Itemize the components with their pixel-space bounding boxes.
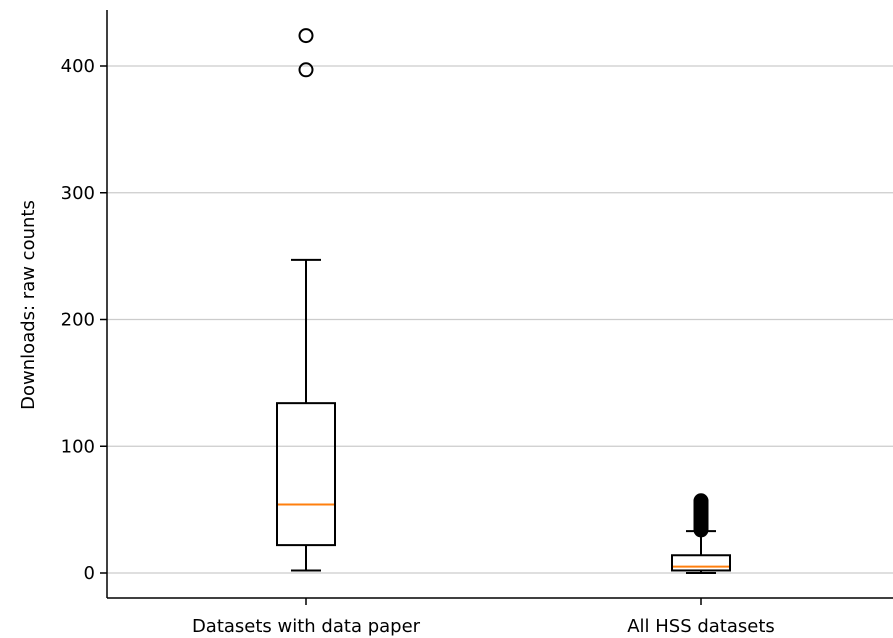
box-group xyxy=(671,493,731,574)
grid-lines xyxy=(107,65,893,574)
iqr-box xyxy=(276,402,336,547)
y-tick-label: 400 xyxy=(61,56,95,77)
x-tick-label: Datasets with data paper xyxy=(192,616,421,637)
outlier-point xyxy=(298,28,314,44)
y-axis-label: Downloads: raw counts xyxy=(18,200,39,410)
outlier-point xyxy=(693,493,709,509)
box-group xyxy=(276,28,336,572)
y-tick-label: 200 xyxy=(61,310,95,331)
ticks: 0 100 200 300 400 Datasets with data paper All… xyxy=(61,56,775,637)
x-tick-label: All HSS datasets xyxy=(627,616,775,637)
y-tick-label: 300 xyxy=(61,183,95,204)
y-tick-label: 0 xyxy=(84,563,95,584)
outlier-point xyxy=(298,62,314,78)
box-series xyxy=(276,28,731,574)
axes xyxy=(106,10,893,599)
iqr-box xyxy=(671,554,731,572)
y-tick-label: 100 xyxy=(61,436,95,457)
